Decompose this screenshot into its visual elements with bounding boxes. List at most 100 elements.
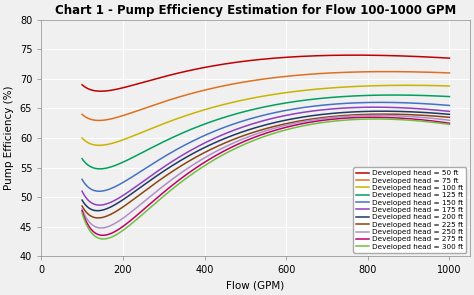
Developed head = 250 ft xyxy=(382,114,387,117)
Developed head = 50 ft xyxy=(382,54,387,57)
Developed head = 300 ft xyxy=(100,237,106,241)
Developed head = 250 ft xyxy=(256,131,262,135)
Line: Developed head = 75 ft: Developed head = 75 ft xyxy=(82,72,449,120)
Developed head = 125 ft xyxy=(279,102,284,105)
Developed head = 200 ft xyxy=(255,125,260,129)
Developed head = 225 ft xyxy=(256,129,262,132)
Developed head = 75 ft xyxy=(256,78,262,81)
Line: Developed head = 300 ft: Developed head = 300 ft xyxy=(82,119,449,239)
Developed head = 275 ft xyxy=(100,234,106,237)
Developed head = 100 ft xyxy=(96,144,102,147)
Developed head = 175 ft xyxy=(97,203,102,207)
Developed head = 200 ft xyxy=(447,113,452,116)
Developed head = 300 ft xyxy=(279,129,284,133)
Developed head = 300 ft xyxy=(256,137,262,140)
Developed head = 175 ft xyxy=(372,105,378,109)
Line: Developed head = 275 ft: Developed head = 275 ft xyxy=(82,117,449,235)
Developed head = 150 ft xyxy=(447,104,452,107)
Line: Developed head = 175 ft: Developed head = 175 ft xyxy=(82,107,449,205)
X-axis label: Flow (GPM): Flow (GPM) xyxy=(227,281,285,291)
Developed head = 75 ft xyxy=(381,70,387,73)
Line: Developed head = 50 ft: Developed head = 50 ft xyxy=(82,55,449,91)
Title: Chart 1 - Pump Efficiency Estimation for Flow 100-1000 GPM: Chart 1 - Pump Efficiency Estimation for… xyxy=(55,4,456,17)
Developed head = 150 ft xyxy=(255,115,260,119)
Developed head = 225 ft xyxy=(382,112,387,116)
Developed head = 200 ft xyxy=(380,109,385,113)
Developed head = 300 ft xyxy=(79,211,85,215)
Developed head = 100 ft xyxy=(279,91,284,95)
Developed head = 100 ft xyxy=(381,84,387,87)
Developed head = 50 ft xyxy=(352,53,357,57)
Developed head = 75 ft xyxy=(79,113,85,116)
Developed head = 75 ft xyxy=(299,73,304,77)
Developed head = 250 ft xyxy=(79,207,85,211)
Developed head = 200 ft xyxy=(279,119,284,123)
Developed head = 125 ft xyxy=(299,99,304,102)
Line: Developed head = 125 ft: Developed head = 125 ft xyxy=(82,95,449,169)
Developed head = 275 ft xyxy=(447,122,452,125)
Developed head = 175 ft xyxy=(439,109,445,112)
Developed head = 50 ft xyxy=(79,83,85,86)
Developed head = 250 ft xyxy=(279,124,284,128)
Developed head = 275 ft xyxy=(299,122,304,126)
Developed head = 100 ft xyxy=(79,136,85,140)
Developed head = 125 ft xyxy=(391,93,396,97)
Developed head = 175 ft xyxy=(447,110,452,113)
Developed head = 225 ft xyxy=(95,216,101,220)
Developed head = 75 ft xyxy=(255,78,260,82)
Developed head = 175 ft xyxy=(299,111,304,114)
Developed head = 150 ft xyxy=(299,106,304,109)
Developed head = 275 ft xyxy=(369,116,375,119)
Developed head = 225 ft xyxy=(79,204,85,208)
Developed head = 50 ft xyxy=(98,89,103,93)
Developed head = 250 ft xyxy=(299,120,304,124)
Developed head = 150 ft xyxy=(96,189,102,193)
Developed head = 225 ft xyxy=(439,115,445,118)
Developed head = 50 ft xyxy=(439,56,445,60)
Developed head = 75 ft xyxy=(279,75,284,78)
Developed head = 200 ft xyxy=(79,198,85,202)
Developed head = 125 ft xyxy=(381,93,387,97)
Developed head = 75 ft xyxy=(439,71,445,74)
Developed head = 100 ft xyxy=(256,95,262,99)
Developed head = 125 ft xyxy=(447,95,452,98)
Developed head = 200 ft xyxy=(299,116,304,119)
Developed head = 275 ft xyxy=(79,209,85,212)
Developed head = 300 ft xyxy=(447,123,452,126)
Developed head = 225 ft xyxy=(255,129,260,133)
Developed head = 275 ft xyxy=(255,135,260,138)
Developed head = 250 ft xyxy=(447,119,452,122)
Developed head = 300 ft xyxy=(439,122,445,125)
Developed head = 250 ft xyxy=(439,118,445,121)
Line: Developed head = 200 ft: Developed head = 200 ft xyxy=(82,111,449,211)
Developed head = 175 ft xyxy=(255,121,260,124)
Developed head = 50 ft xyxy=(447,56,452,60)
Developed head = 125 ft xyxy=(439,94,445,98)
Developed head = 225 ft xyxy=(279,123,284,127)
Developed head = 150 ft xyxy=(79,178,85,181)
Developed head = 100 ft xyxy=(405,83,410,87)
Developed head = 150 ft xyxy=(439,103,445,106)
Developed head = 225 ft xyxy=(299,119,304,122)
Developed head = 250 ft xyxy=(99,226,104,230)
Developed head = 150 ft xyxy=(382,101,387,104)
Developed head = 200 ft xyxy=(256,125,262,128)
Developed head = 300 ft xyxy=(255,137,260,141)
Legend: Developed head = 50 ft, Developed head = 75 ft, Developed head = 100 ft, Develop: Developed head = 50 ft, Developed head =… xyxy=(353,167,466,253)
Developed head = 275 ft xyxy=(439,120,445,124)
Developed head = 50 ft xyxy=(255,58,260,62)
Developed head = 150 ft xyxy=(256,114,262,118)
Developed head = 100 ft xyxy=(255,96,260,99)
Developed head = 125 ft xyxy=(97,167,102,171)
Line: Developed head = 225 ft: Developed head = 225 ft xyxy=(82,114,449,218)
Developed head = 175 ft xyxy=(382,106,387,109)
Developed head = 275 ft xyxy=(382,116,387,119)
Line: Developed head = 150 ft: Developed head = 150 ft xyxy=(82,102,449,191)
Developed head = 125 ft xyxy=(256,106,262,110)
Developed head = 100 ft xyxy=(439,84,445,88)
Developed head = 250 ft xyxy=(373,114,379,117)
Developed head = 250 ft xyxy=(255,132,260,135)
Developed head = 150 ft xyxy=(279,109,284,113)
Line: Developed head = 250 ft: Developed head = 250 ft xyxy=(82,115,449,228)
Developed head = 200 ft xyxy=(382,109,387,113)
